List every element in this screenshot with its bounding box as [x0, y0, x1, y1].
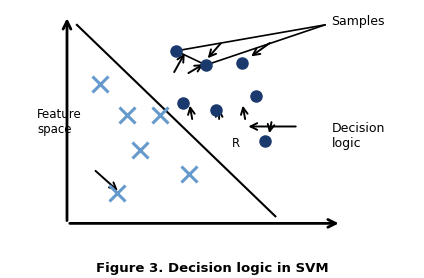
Text: Decision
logic: Decision logic [332, 122, 385, 150]
Text: Figure 3. Decision logic in SVM: Figure 3. Decision logic in SVM [96, 262, 328, 275]
Text: Feature
space: Feature space [37, 108, 82, 136]
Text: R: R [232, 136, 240, 150]
Text: Samples: Samples [332, 16, 385, 28]
